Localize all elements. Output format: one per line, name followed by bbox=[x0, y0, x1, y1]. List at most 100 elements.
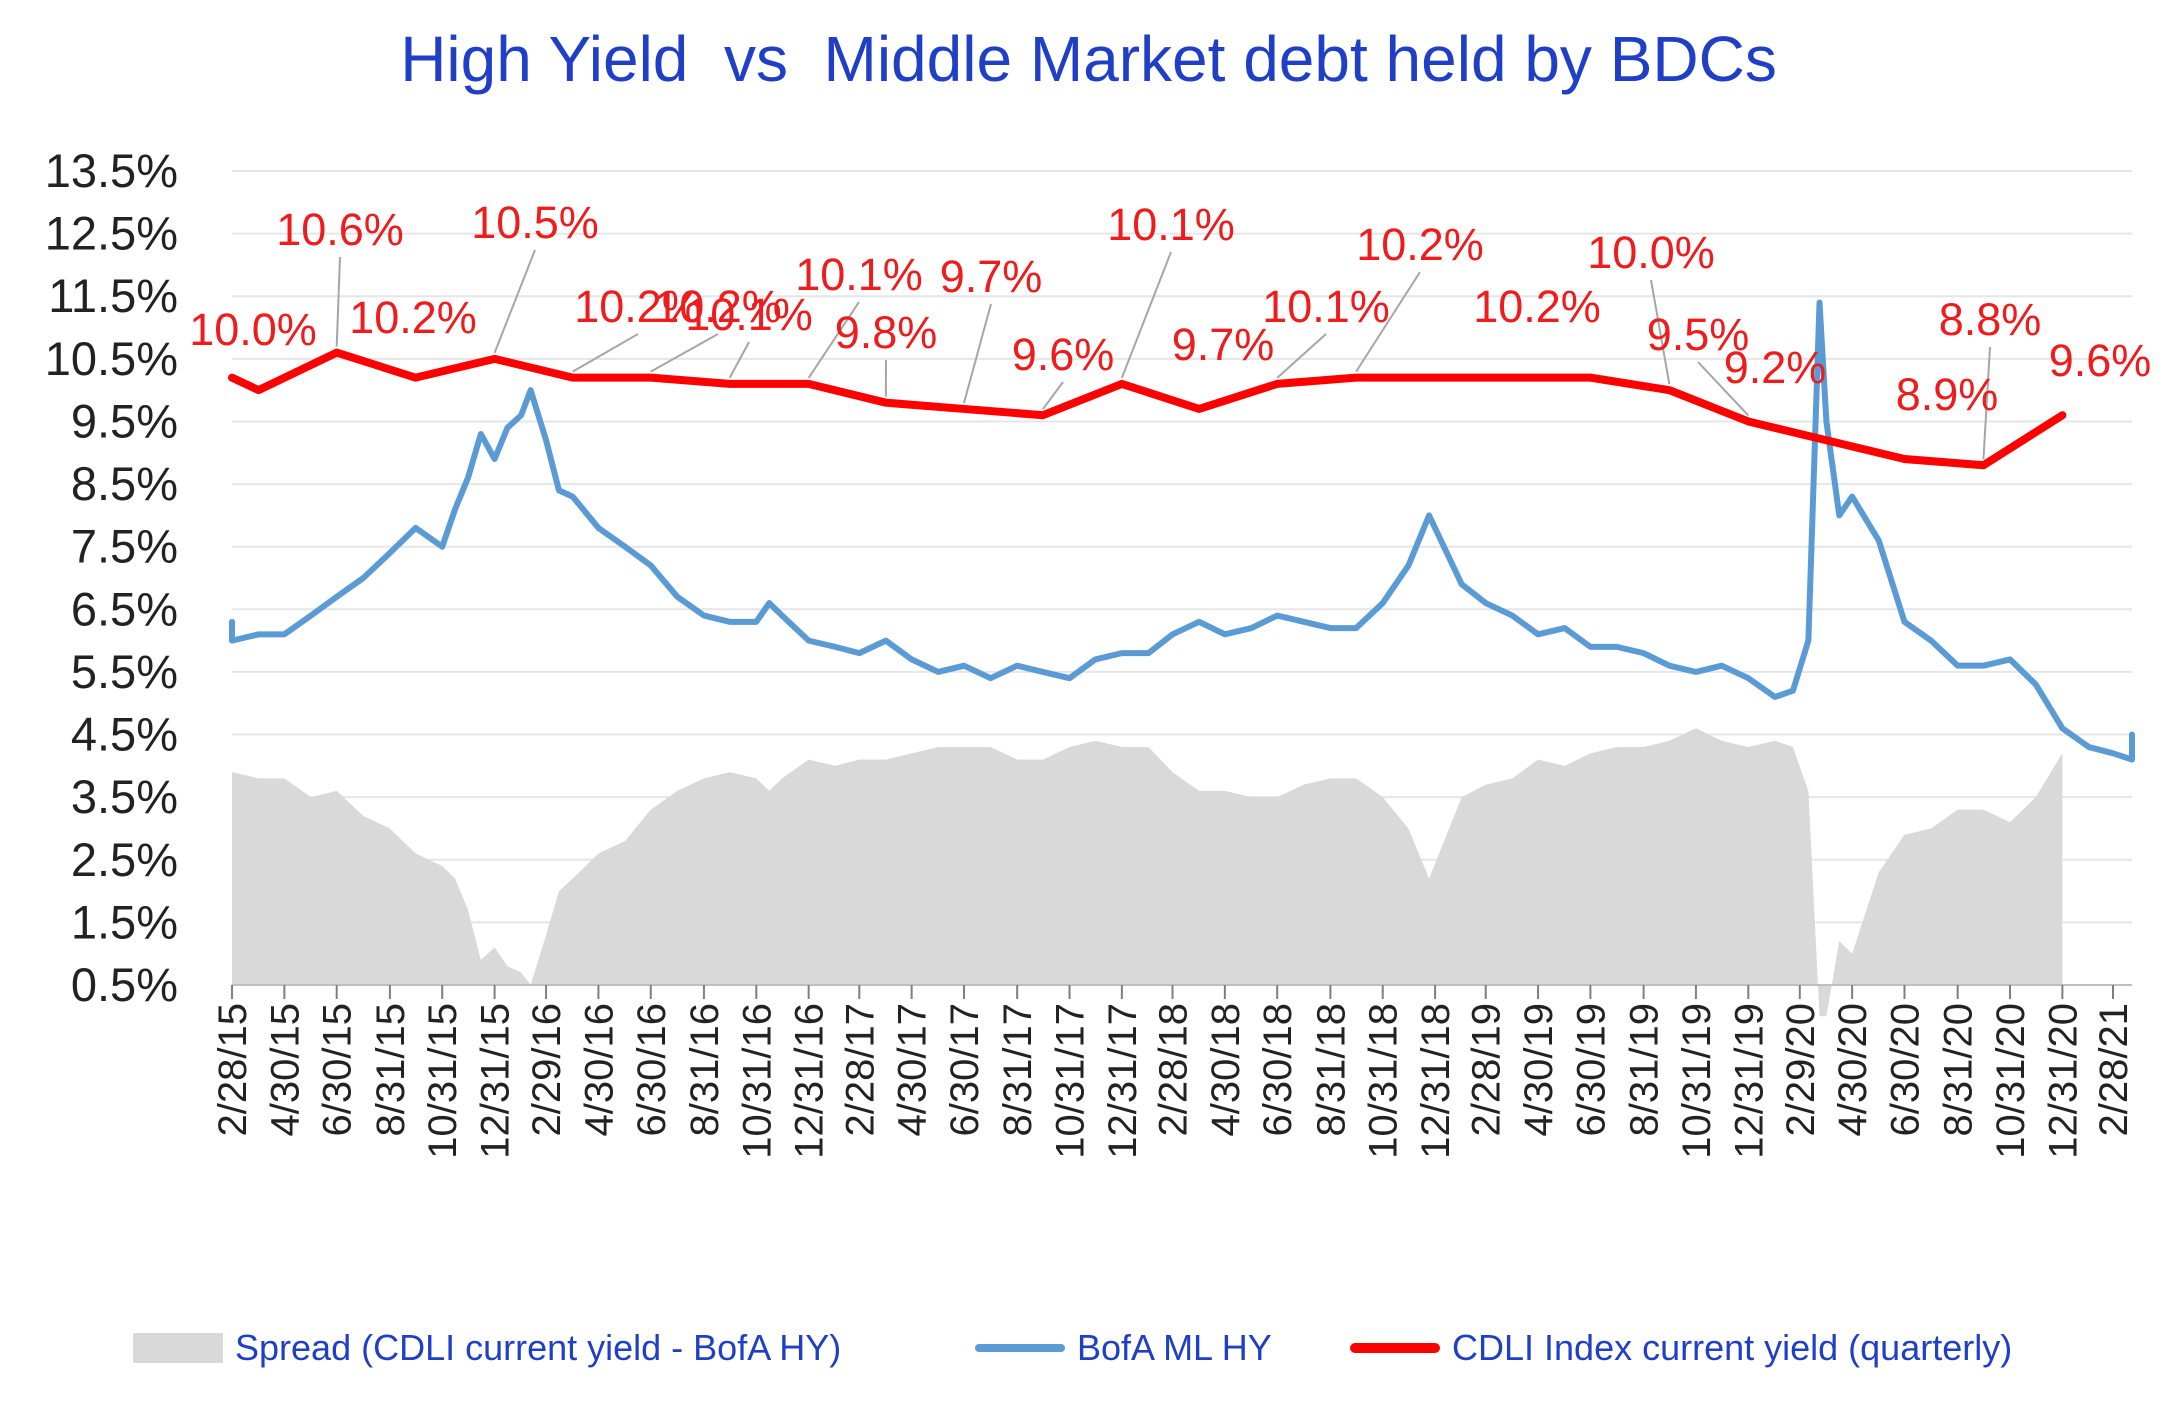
cdli-data-label: 10.2% bbox=[349, 292, 477, 343]
cdli-data-label: 9.8% bbox=[835, 307, 938, 358]
x-tick-label: 8/31/15 bbox=[369, 1003, 413, 1136]
chart-title: High Yield vs Middle Market debt held by… bbox=[400, 23, 1777, 95]
x-tick-label: 2/28/18 bbox=[1152, 1003, 1196, 1136]
cdli-data-label: 9.6% bbox=[2049, 335, 2152, 386]
y-tick-label: 6.5% bbox=[71, 582, 178, 635]
cdli-data-label: 10.1% bbox=[1262, 281, 1390, 332]
x-axis-ticks: 2/28/15 4/30/15 6/30/15 8/31/15 10/31/15 12/3… bbox=[211, 1003, 2136, 1159]
cdli-data-label: 9.7% bbox=[1172, 319, 1275, 370]
label-leader-line bbox=[1697, 361, 1750, 417]
cdli-data-label: 9.5% bbox=[1647, 309, 1750, 360]
legend-label-spread: Spread (CDLI current yield - BofA HY) bbox=[235, 1327, 842, 1368]
spread-area bbox=[232, 728, 2063, 1017]
x-tick-label: 6/30/16 bbox=[630, 1003, 674, 1136]
y-tick-label: 2.5% bbox=[71, 833, 178, 886]
label-leader-line bbox=[963, 303, 992, 404]
cdli-data-label: 9.2% bbox=[1724, 342, 1827, 393]
cdli-data-label: 9.6% bbox=[1012, 329, 1115, 380]
x-tick-label: 6/30/20 bbox=[1883, 1003, 1927, 1136]
cdli-data-label: 9.7% bbox=[940, 251, 1043, 302]
y-tick-label: 11.5% bbox=[48, 269, 178, 322]
cdli-data-label: 10.1% bbox=[1107, 199, 1235, 250]
label-leader-line bbox=[493, 249, 536, 354]
cdli-data-label: 10.2% bbox=[1356, 219, 1484, 270]
cdli-line bbox=[228, 348, 2067, 470]
cdli-data-label: 10.5% bbox=[471, 197, 599, 248]
legend-swatch-hy bbox=[975, 1344, 1065, 1352]
y-tick-label: 0.5% bbox=[71, 958, 178, 1011]
legend-item-cdli: CDLI Index current yield (quarterly) bbox=[1350, 1320, 2012, 1376]
x-tick-label: 8/31/19 bbox=[1623, 1003, 1667, 1136]
x-tick-label: 10/31/16 bbox=[735, 1003, 779, 1159]
y-tick-label: 8.5% bbox=[71, 457, 178, 510]
legend-swatch-spread bbox=[133, 1333, 223, 1363]
x-tick-label: 12/31/17 bbox=[1101, 1003, 1145, 1159]
x-tick-label: 2/29/20 bbox=[1779, 1003, 1823, 1136]
cdli-data-label: 10.2% bbox=[1473, 281, 1601, 332]
x-tick-label: 2/28/17 bbox=[838, 1003, 882, 1136]
legend-item-spread: Spread (CDLI current yield - BofA HY) bbox=[133, 1320, 841, 1376]
legend-label-hy: BofA ML HY bbox=[1077, 1327, 1272, 1368]
legend-swatch-cdli bbox=[1350, 1343, 1440, 1353]
spread-area-series bbox=[232, 728, 2063, 1017]
bofa-hy-line bbox=[229, 299, 2135, 763]
label-leader-line bbox=[1650, 279, 1671, 385]
label-leader-line bbox=[807, 301, 860, 379]
y-tick-label: 12.5% bbox=[45, 207, 178, 260]
y-tick-label: 10.5% bbox=[45, 332, 178, 385]
label-leader-line bbox=[572, 333, 639, 373]
cdli-data-label: 10.1% bbox=[795, 249, 923, 300]
label-leader-line bbox=[728, 341, 750, 379]
x-tick-label: 4/30/17 bbox=[891, 1003, 935, 1136]
x-tick-label: 2/28/15 bbox=[211, 1003, 255, 1136]
label-leader-line bbox=[1042, 381, 1064, 410]
x-tick-label: 12/31/16 bbox=[788, 1003, 832, 1159]
label-leader-line bbox=[1276, 333, 1327, 379]
x-tick-label: 8/31/18 bbox=[1309, 1003, 1353, 1136]
y-tick-label: 7.5% bbox=[71, 520, 178, 573]
y-tick-label: 1.5% bbox=[71, 895, 178, 948]
y-axis-ticks: 13.5% 12.5% 11.5% 10.5% 9.5% 8.5% 7.5% 6.5% 5.5%… bbox=[45, 144, 178, 1011]
legend-item-hy: BofA ML HY bbox=[975, 1320, 1272, 1376]
cdli-data-label: 8.8% bbox=[1939, 294, 2042, 345]
y-tick-label: 3.5% bbox=[71, 770, 178, 823]
x-tick-label: 12/31/20 bbox=[2041, 1003, 2085, 1159]
x-tick-label: 12/31/19 bbox=[1727, 1003, 1771, 1159]
x-tick-label: 10/31/18 bbox=[1362, 1003, 1406, 1159]
cdli-data-label: 10.1% bbox=[685, 289, 813, 340]
x-tick-label: 6/30/15 bbox=[316, 1003, 360, 1136]
x-tick-label: 4/30/19 bbox=[1517, 1003, 1561, 1136]
label-leader-line bbox=[1982, 346, 1991, 460]
x-tick-label: 12/31/18 bbox=[1414, 1003, 1458, 1159]
x-tick-label: 4/30/18 bbox=[1204, 1003, 1248, 1136]
label-leader-line bbox=[650, 333, 719, 373]
x-axis bbox=[231, 984, 2132, 999]
x-tick-label: 10/31/17 bbox=[1049, 1003, 1093, 1159]
cdli-data-label: 10.0% bbox=[189, 304, 317, 355]
x-tick-label: 12/31/15 bbox=[474, 1003, 518, 1159]
x-tick-label: 2/29/16 bbox=[525, 1003, 569, 1136]
cdli-data-label: 10.6% bbox=[276, 204, 404, 255]
x-tick-label: 2/28/19 bbox=[1465, 1003, 1509, 1136]
x-tick-label: 10/31/19 bbox=[1675, 1003, 1719, 1159]
x-tick-label: 10/31/20 bbox=[1989, 1003, 2033, 1159]
x-tick-label: 8/31/20 bbox=[1937, 1003, 1981, 1136]
cdli-series bbox=[228, 348, 2067, 470]
x-tick-label: 6/30/19 bbox=[1569, 1003, 1613, 1136]
label-leader-line bbox=[1120, 251, 1172, 379]
x-tick-label: 6/30/18 bbox=[1256, 1003, 1300, 1136]
cdli-data-label: 10.2% bbox=[574, 281, 702, 332]
legend-label-cdli: CDLI Index current yield (quarterly) bbox=[1452, 1327, 2013, 1368]
x-tick-label: 6/30/17 bbox=[943, 1003, 987, 1136]
legend: Spread (CDLI current yield - BofA HY) Bo… bbox=[0, 1320, 2177, 1376]
cdli-data-label: 8.9% bbox=[1896, 369, 1999, 420]
label-leader-line bbox=[1355, 271, 1421, 373]
x-tick-label: 4/30/20 bbox=[1831, 1003, 1875, 1136]
y-tick-label: 9.5% bbox=[71, 394, 178, 447]
x-tick-label: 8/31/17 bbox=[996, 1003, 1040, 1136]
label-leader-lines bbox=[335, 249, 1991, 460]
x-tick-label: 8/31/16 bbox=[683, 1003, 727, 1136]
cdli-data-label: 10.0% bbox=[1587, 227, 1715, 278]
cdli-data-labels: 10.0%10.6%10.2%10.5%10.2%10.2%10.1%10.1%… bbox=[189, 197, 2151, 420]
